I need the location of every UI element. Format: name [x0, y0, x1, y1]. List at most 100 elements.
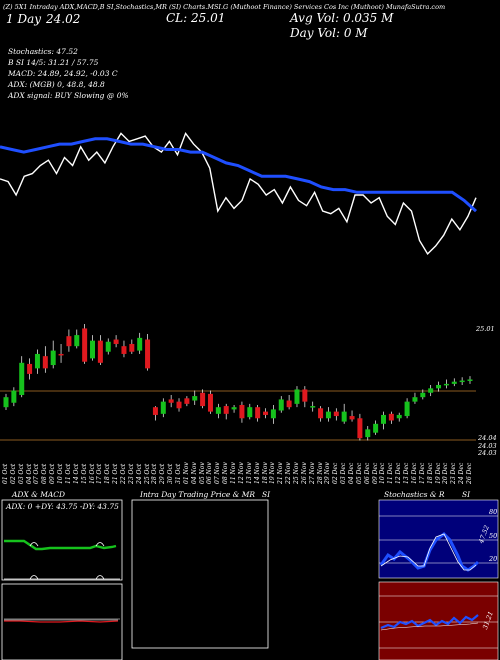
- candle: [270, 404, 276, 424]
- candle: [129, 339, 135, 354]
- candle: [145, 333, 151, 371]
- candle-body-down: [357, 418, 363, 439]
- candle: [459, 377, 465, 385]
- stoch-level-50: 50: [489, 532, 498, 540]
- candle-body-up: [90, 340, 96, 359]
- stoch-k-line: [379, 532, 480, 572]
- candle: [176, 398, 182, 412]
- candle-body-down: [66, 336, 72, 347]
- candle-body-down: [302, 389, 308, 402]
- candle-body-up: [451, 381, 457, 384]
- candle: [231, 404, 237, 413]
- candle: [113, 335, 119, 348]
- candle: [357, 413, 363, 441]
- day-value: 24.02: [46, 12, 81, 26]
- macd-line: [4, 620, 119, 623]
- si-signal-line: [380, 622, 479, 631]
- candle: [160, 398, 166, 418]
- candle: [90, 335, 96, 361]
- adx-macd-title: ADX & MACD: [12, 490, 66, 499]
- stoch-d-line: [380, 533, 477, 571]
- candle-body-up: [412, 397, 418, 402]
- si-readout: B SI 14/5: 31.21 / 57.75: [8, 58, 99, 67]
- candle-body-up: [105, 341, 111, 352]
- candle: [302, 386, 308, 408]
- candle: [263, 408, 269, 419]
- candle: [310, 401, 316, 412]
- candle: [443, 379, 449, 389]
- candle: [184, 396, 190, 407]
- candle: [82, 324, 88, 364]
- candle-body-down: [113, 339, 119, 344]
- candle-body-down: [255, 407, 261, 419]
- candle: [286, 394, 292, 410]
- candle: [365, 426, 371, 441]
- price-line: [0, 131, 477, 256]
- candle-body-up: [310, 406, 316, 408]
- adx-green-line: [4, 539, 117, 551]
- candle: [380, 411, 386, 430]
- candle-body-down: [129, 343, 135, 352]
- candle-label-low-2: 24.03: [478, 442, 497, 450]
- intraday-si-suffix: SI: [262, 490, 271, 499]
- stoch-level-20: 20: [489, 555, 498, 563]
- candle-body-up: [443, 383, 449, 386]
- candle-body-down: [200, 392, 206, 407]
- candle: [404, 398, 410, 419]
- adx-signal-readout: ADX signal: BUY Slowing @ 0%: [8, 91, 129, 100]
- candle: [247, 403, 253, 420]
- candle-body-down: [318, 408, 324, 419]
- candle-body-up: [3, 397, 9, 408]
- candle: [451, 378, 457, 387]
- candle: [420, 389, 426, 400]
- avg-volume: Avg Vol: 0.035 M: [290, 11, 394, 25]
- adx-panel-readout: ADX: 0 +DY: 43.75 -DY: 43.75: [6, 502, 119, 511]
- candle-body-up: [19, 362, 25, 395]
- stochastics-readout: Stochastics: 47.52: [8, 47, 78, 56]
- candle: [97, 335, 103, 366]
- candle: [66, 329, 72, 352]
- candle-body-down: [184, 398, 190, 404]
- candle: [396, 412, 402, 422]
- stochastics-panel-title: Stochastics & R: [384, 490, 445, 499]
- candle-body-up: [50, 350, 56, 366]
- day-volume: Day Vol: 0 M: [290, 26, 368, 40]
- si-panel: [378, 581, 499, 660]
- candle-body-down: [145, 339, 151, 369]
- candle-body-up: [215, 407, 221, 414]
- candle: [152, 406, 158, 421]
- moving-average-line: [0, 137, 478, 213]
- candle: [27, 358, 33, 380]
- candle-body-up: [428, 388, 434, 393]
- price-line-chart: [0, 131, 478, 256]
- candle-body-up: [278, 399, 284, 411]
- candle-body-up: [74, 335, 80, 347]
- candle: [11, 387, 17, 407]
- candle: [436, 381, 442, 392]
- candle-body-up: [192, 396, 198, 401]
- candle-body-down: [82, 328, 88, 362]
- adx-readout: ADX: (MGB) 0, 48.8, 48.8: [8, 80, 105, 89]
- candle: [121, 340, 127, 358]
- candle-body-up: [436, 385, 442, 389]
- candle-body-up: [420, 392, 426, 398]
- candle-body-down: [58, 353, 64, 356]
- candle-body-up: [467, 379, 473, 381]
- candle: [105, 338, 111, 355]
- candle-body-down: [168, 399, 174, 403]
- candle: [278, 396, 284, 413]
- candle: [388, 411, 394, 424]
- candle-body-up: [365, 429, 371, 438]
- candle-body-down: [121, 346, 127, 354]
- candle: [168, 394, 174, 408]
- macd-readout: MACD: 24.89, 24.92, -0.03 C: [8, 69, 118, 78]
- candle: [137, 332, 143, 354]
- candle: [215, 403, 221, 419]
- candle: [428, 385, 434, 397]
- candle: [239, 401, 245, 423]
- candle: [333, 408, 339, 421]
- candle: [318, 406, 324, 422]
- candle-body-up: [459, 380, 465, 383]
- candle-body-down: [223, 406, 229, 414]
